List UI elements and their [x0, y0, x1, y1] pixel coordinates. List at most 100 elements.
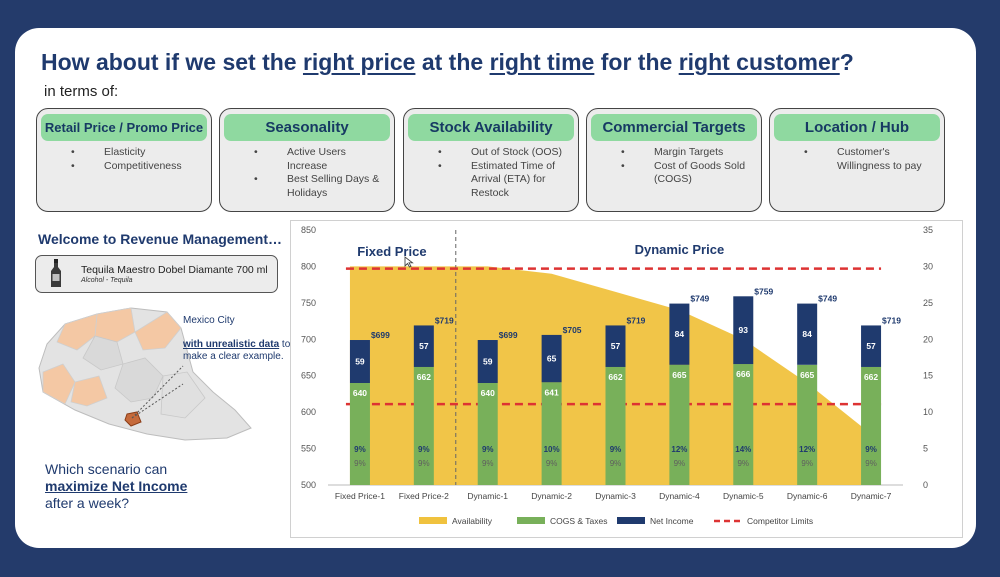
y-left-tick-label: 550 — [301, 444, 316, 454]
price-label: $759 — [754, 286, 773, 296]
card-bullet: Competitiveness — [37, 160, 211, 174]
category-label: Dynamic-7 — [851, 491, 892, 501]
tax-pct-label: 9% — [865, 459, 877, 468]
margin-pct-label: 10% — [544, 445, 560, 454]
y-right-tick-label: 35 — [923, 225, 933, 235]
y-right-tick-label: 20 — [923, 334, 933, 344]
cogs-bar — [861, 366, 882, 485]
net-income-label: 59 — [355, 357, 365, 367]
category-label: Dynamic-2 — [531, 491, 572, 501]
cogs-label: 666 — [736, 369, 750, 379]
card-bullet: Estimated Time of Arrival (ETA) for Rest… — [404, 160, 578, 201]
card-seasonality: Seasonality Active Users Increase Best S… — [219, 108, 395, 212]
legend-label: Competitor Limits — [747, 516, 813, 526]
map-borough — [114, 357, 164, 403]
y-right-tick-label: 5 — [923, 444, 928, 454]
net-income-bar — [477, 340, 498, 383]
cogs-bar — [541, 382, 562, 485]
welcome-heading: Welcome to Revenue Management… — [38, 231, 283, 247]
title-text: at the — [415, 49, 490, 75]
price-label: $749 — [818, 294, 837, 304]
cogs-label: 640 — [353, 388, 367, 398]
map-borough — [160, 371, 206, 419]
question-text: Which scenario can maximize Net Income a… — [45, 461, 245, 512]
category-label: Dynamic-5 — [723, 491, 764, 501]
section-label-dynamic: Dynamic Price — [635, 242, 725, 257]
category-label: Dynamic-3 — [595, 491, 636, 501]
margin-pct-label: 9% — [482, 445, 494, 454]
legend-label: Net Income — [650, 516, 694, 526]
map-borough — [42, 363, 76, 405]
mouse-cursor-icon — [404, 256, 414, 268]
product-category: Alcohol - Tequila — [81, 277, 133, 284]
tax-pct-label: 9% — [418, 459, 430, 468]
net-income-label: 84 — [802, 329, 812, 339]
card-bullet: Best Selling Days & Holidays — [220, 173, 394, 200]
net-income-label: 93 — [739, 325, 749, 335]
y-right-tick-label: 30 — [923, 261, 933, 271]
title-emphasis: right time — [489, 49, 595, 75]
card-bullet: Margin Targets — [587, 146, 761, 160]
y-left-tick-label: 800 — [301, 261, 316, 271]
price-label: $749 — [690, 294, 709, 304]
map-note-bold: with unrealistic data — [183, 339, 280, 350]
net-income-label: 65 — [547, 354, 557, 364]
section-label-fixed: Fixed Price — [357, 244, 426, 259]
cogs-bar — [605, 366, 626, 485]
map-note-rest: to make a clear example. — [183, 339, 291, 362]
cogs-bar — [733, 364, 754, 485]
card-bullet: Active Users Increase — [220, 146, 394, 173]
cogs-label: 665 — [800, 370, 814, 380]
tax-pct-label: 9% — [482, 459, 494, 468]
card-bullet: Elasticity — [37, 146, 211, 160]
net-income-bar — [797, 303, 818, 365]
margin-pct-label: 9% — [354, 445, 366, 454]
card-title: Location / Hub — [774, 114, 940, 141]
cogs-bar — [477, 383, 498, 485]
cogs-bar — [669, 364, 690, 485]
cogs-label: 640 — [481, 388, 495, 398]
map-borough — [82, 335, 124, 371]
card-location-hub: Location / Hub Customer's Willingness to… — [769, 108, 945, 212]
card-commercial-targets: Commercial Targets Margin Targets Cost o… — [586, 108, 762, 212]
title-text: for the — [594, 49, 679, 75]
legend-swatch — [617, 517, 645, 524]
y-left-tick-label: 500 — [301, 480, 316, 490]
revenue-chart: 500 550 600 650 700 750 800 850 0 5 10 15 20 25 30 35 Fi… — [290, 220, 963, 538]
tax-pct-label: 9% — [354, 459, 366, 468]
title-text: How about if we set the — [41, 49, 303, 75]
title-text: ? — [839, 49, 854, 75]
product-selector[interactable]: Tequila Maestro Dobel Diamante 700 ml Al… — [35, 255, 278, 293]
y-right-tick-label: 15 — [923, 371, 933, 381]
question-line-1: Which scenario can — [45, 461, 168, 477]
tax-pct-label: 9% — [737, 459, 749, 468]
category-label: Dynamic-1 — [467, 491, 508, 501]
map-leader-line — [131, 365, 184, 419]
card-title: Stock Availability — [408, 114, 574, 141]
cogs-label: 662 — [608, 372, 622, 382]
y-right-tick-label: 0 — [923, 480, 928, 490]
price-label: $705 — [563, 325, 582, 335]
category-label: Dynamic-6 — [787, 491, 828, 501]
price-label: $699 — [499, 330, 518, 340]
cogs-label: 662 — [417, 372, 431, 382]
title-emphasis: right price — [302, 49, 416, 75]
subtitle: in terms of: — [44, 83, 119, 100]
slide: How about if we set the right price at t… — [15, 28, 976, 548]
mexico-city-map — [38, 307, 252, 441]
net-income-bar — [605, 325, 626, 367]
category-label: Fixed Price-2 — [399, 491, 449, 501]
map-borough — [134, 311, 182, 351]
title-emphasis: right customer — [678, 49, 840, 75]
map-city-marker — [124, 411, 142, 427]
card-stock-availability: Stock Availability Out of Stock (OOS) Es… — [403, 108, 579, 212]
legend-label: Availability — [452, 516, 493, 526]
net-income-label: 57 — [611, 341, 621, 351]
net-income-bar — [413, 325, 434, 367]
card-title: Seasonality — [224, 114, 390, 141]
y-right-tick-label: 10 — [923, 407, 933, 417]
price-label: $719 — [627, 315, 646, 325]
card-bullet: Customer's Willingness to pay — [770, 146, 944, 173]
legend-swatch — [517, 517, 545, 524]
category-label: Dynamic-4 — [659, 491, 700, 501]
